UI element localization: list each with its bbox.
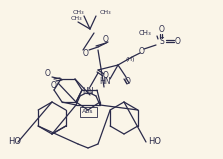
Text: (H): (H) xyxy=(125,56,134,62)
Text: O: O xyxy=(175,38,181,46)
Text: CH₃: CH₃ xyxy=(100,10,112,14)
Text: O: O xyxy=(139,46,145,55)
Text: O: O xyxy=(83,48,89,58)
FancyBboxPatch shape xyxy=(80,107,97,117)
Text: Abs: Abs xyxy=(82,109,94,114)
Text: CH₃: CH₃ xyxy=(70,15,82,21)
Text: HO: HO xyxy=(148,138,161,146)
Text: O: O xyxy=(125,77,131,86)
Text: HN: HN xyxy=(99,77,111,86)
Text: HN: HN xyxy=(82,86,94,96)
Text: O: O xyxy=(103,72,109,80)
Text: O: O xyxy=(159,25,165,35)
Text: S: S xyxy=(160,38,164,46)
Text: CH₃: CH₃ xyxy=(138,30,151,36)
Text: O: O xyxy=(103,35,109,45)
Text: O: O xyxy=(51,80,57,90)
Text: O: O xyxy=(45,69,51,79)
Text: HO: HO xyxy=(8,138,21,146)
Text: CH₃: CH₃ xyxy=(72,10,84,14)
